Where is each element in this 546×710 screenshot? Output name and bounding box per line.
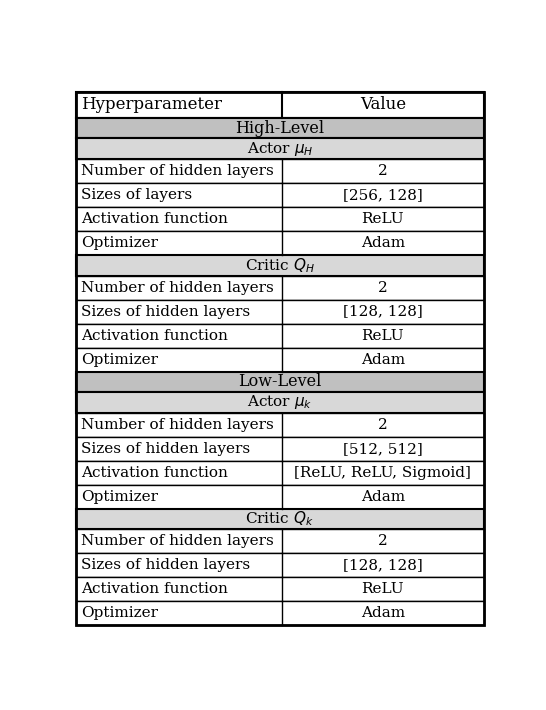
Text: [ReLU, ReLU, Sigmoid]: [ReLU, ReLU, Sigmoid]: [294, 466, 471, 480]
Text: 2: 2: [378, 164, 388, 178]
Text: Sizes of hidden layers: Sizes of hidden layers: [81, 558, 250, 572]
Text: Number of hidden layers: Number of hidden layers: [81, 280, 274, 295]
Text: Activation function: Activation function: [81, 329, 228, 343]
Text: High-Level: High-Level: [235, 120, 324, 137]
Text: Optimizer: Optimizer: [81, 353, 158, 366]
Text: Number of hidden layers: Number of hidden layers: [81, 417, 274, 432]
Text: Activation function: Activation function: [81, 466, 228, 480]
Text: 2: 2: [378, 535, 388, 548]
Text: 2: 2: [378, 417, 388, 432]
Text: Low-Level: Low-Level: [238, 373, 322, 391]
Bar: [76, 413, 484, 437]
Bar: [76, 324, 484, 348]
Text: Number of hidden layers: Number of hidden layers: [81, 535, 274, 548]
Bar: [76, 392, 484, 413]
Text: 2: 2: [378, 280, 388, 295]
Text: Activation function: Activation function: [81, 212, 228, 226]
Text: [256, 128]: [256, 128]: [343, 188, 423, 202]
Text: Sizes of hidden layers: Sizes of hidden layers: [81, 305, 250, 319]
Text: ReLU: ReLU: [361, 212, 404, 226]
Bar: [76, 183, 484, 207]
Text: Optimizer: Optimizer: [81, 236, 158, 250]
Text: Sizes of layers: Sizes of layers: [81, 188, 192, 202]
Text: [128, 128]: [128, 128]: [343, 558, 423, 572]
Text: Actor $\mu_{k}$: Actor $\mu_{k}$: [247, 393, 312, 411]
Text: Actor $\mu_{H}$: Actor $\mu_{H}$: [247, 140, 313, 158]
Text: Adam: Adam: [361, 236, 405, 250]
Text: Hyperparameter: Hyperparameter: [81, 97, 222, 114]
Text: Optimizer: Optimizer: [81, 490, 158, 504]
Bar: [76, 231, 484, 255]
Text: ReLU: ReLU: [361, 582, 404, 596]
Text: Optimizer: Optimizer: [81, 606, 158, 621]
Bar: [76, 275, 484, 300]
Text: Value: Value: [360, 97, 406, 114]
Text: Adam: Adam: [361, 353, 405, 366]
Text: ReLU: ReLU: [361, 329, 404, 343]
Bar: [76, 485, 484, 509]
Text: [512, 512]: [512, 512]: [343, 442, 423, 456]
Bar: [76, 529, 484, 553]
Bar: [76, 207, 484, 231]
Text: [128, 128]: [128, 128]: [343, 305, 423, 319]
Text: Critic $Q_{H}$: Critic $Q_{H}$: [245, 256, 315, 275]
Text: Adam: Adam: [361, 490, 405, 504]
Text: Sizes of hidden layers: Sizes of hidden layers: [81, 442, 250, 456]
Bar: [76, 371, 484, 392]
Bar: [76, 577, 484, 601]
Text: Critic $Q_{k}$: Critic $Q_{k}$: [246, 510, 314, 528]
Bar: [76, 461, 484, 485]
Bar: [76, 255, 484, 275]
Bar: [76, 509, 484, 529]
Bar: [76, 159, 484, 183]
Text: Activation function: Activation function: [81, 582, 228, 596]
Bar: [76, 348, 484, 371]
Text: Adam: Adam: [361, 606, 405, 621]
Bar: [76, 92, 484, 118]
Bar: [76, 601, 484, 626]
Bar: [76, 118, 484, 138]
Text: Number of hidden layers: Number of hidden layers: [81, 164, 274, 178]
Bar: [76, 300, 484, 324]
Bar: [76, 553, 484, 577]
Bar: [76, 138, 484, 159]
Bar: [76, 437, 484, 461]
